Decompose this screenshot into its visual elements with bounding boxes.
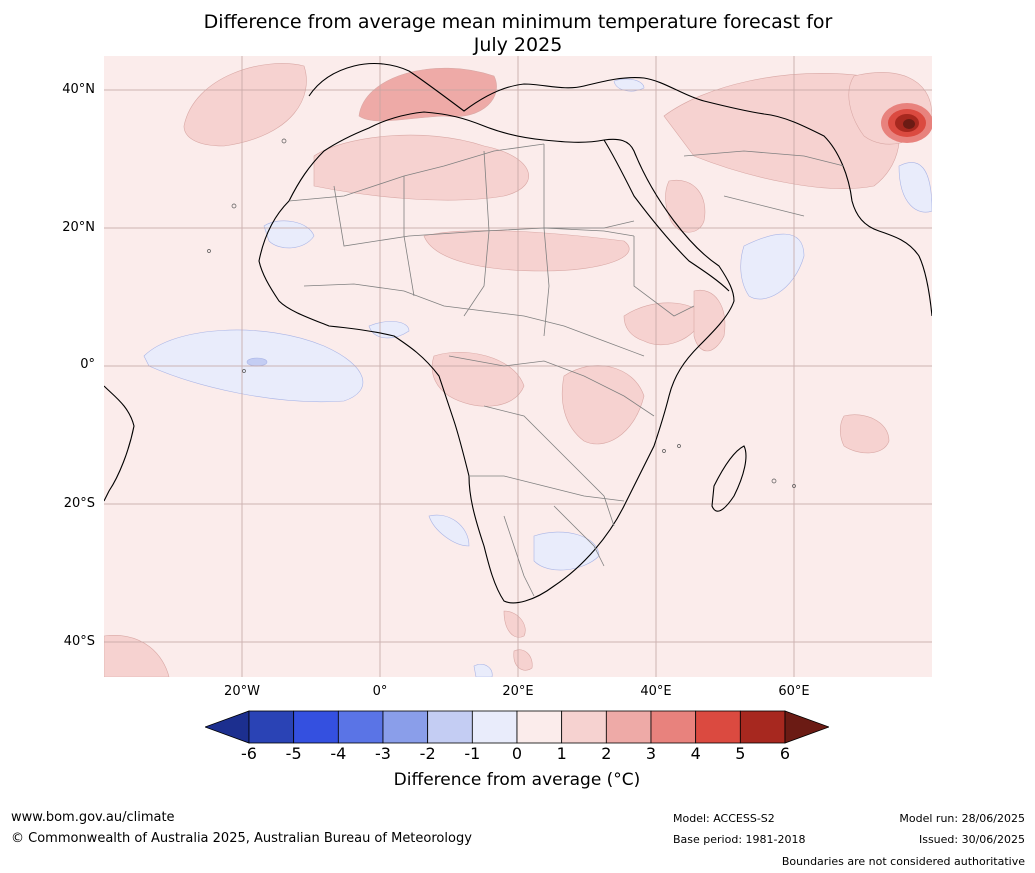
colorbar-segment [516, 710, 563, 744]
lat-label-20s: 20°S [63, 496, 95, 511]
colorbar-segment [695, 710, 741, 744]
colorbar-tick-label: 3 [645, 744, 657, 763]
lat-label-40s: 40°S [63, 634, 95, 649]
colorbar-tick-label: 0 [511, 744, 523, 763]
colorbar-tick-label: 4 [690, 744, 701, 763]
colorbar-extend-low [205, 710, 250, 744]
colorbar-segment [337, 710, 384, 744]
colorbar-segment [605, 710, 652, 744]
map-title-line-2: July 2025 [473, 34, 563, 56]
colorbar-segment [650, 710, 697, 744]
lon-label-60e: 60°E [778, 684, 810, 699]
colorbar-segment [739, 710, 786, 744]
colorbar-tick-label: -1 [464, 744, 481, 763]
graticule [104, 56, 932, 677]
colorbar-segment [382, 710, 429, 744]
colorbar-segment [293, 710, 339, 744]
footer-issued: Issued: 30/06/2025 [918, 833, 1025, 846]
country-borders [288, 143, 845, 597]
colorbar-tick-label: -5 [285, 744, 302, 763]
lon-label-40e: 40°E [640, 684, 672, 699]
colorbar-segment [248, 710, 295, 744]
colorbar-tick-label: 5 [735, 744, 746, 763]
colorbar-label: Difference from average (°C) [393, 770, 641, 790]
footer-model-run: Model run: 28/06/2025 [899, 812, 1025, 825]
footer-website: www.bom.gov.au/climate [11, 810, 175, 825]
colorbar-tick-label: 2 [601, 744, 612, 763]
lon-label-20w: 20°W [224, 684, 260, 699]
colorbar-tick-label: -2 [419, 744, 436, 763]
lon-label-20e: 20°E [502, 684, 534, 699]
footer-copyright: © Commonwealth of Australia 2025, Austra… [11, 831, 472, 846]
footer-base-period: Base period: 1981-2018 [673, 833, 806, 846]
footer-disclaimer: Boundaries are not considered authoritat… [781, 855, 1025, 868]
hot-spot-anomaly [881, 103, 932, 143]
lon-label-0: 0° [372, 684, 388, 699]
coastlines [104, 62, 932, 604]
footer-model: Model: ACCESS-S2 [673, 812, 775, 825]
colorbar-tick-label: -6 [241, 744, 257, 763]
colorbar [205, 710, 829, 744]
colorbar-extend-high [784, 710, 829, 744]
colorbar-tick-label: -3 [375, 744, 391, 763]
colorbar-tick-label: 1 [556, 744, 567, 763]
small-islands [207, 138, 796, 488]
colorbar-tick-label: -4 [330, 744, 347, 763]
colorbar-segment [471, 710, 518, 744]
anomaly-map [104, 56, 932, 677]
colorbar-tick-label: 6 [779, 744, 791, 763]
lat-label-20n: 20°N [62, 220, 95, 235]
map-title-line-1: Difference from average mean minimum tem… [203, 11, 833, 33]
lat-label-0: 0° [80, 357, 95, 372]
lat-label-40n: 40°N [62, 82, 95, 97]
colorbar-segment [427, 710, 473, 744]
colorbar-segment [561, 710, 607, 744]
